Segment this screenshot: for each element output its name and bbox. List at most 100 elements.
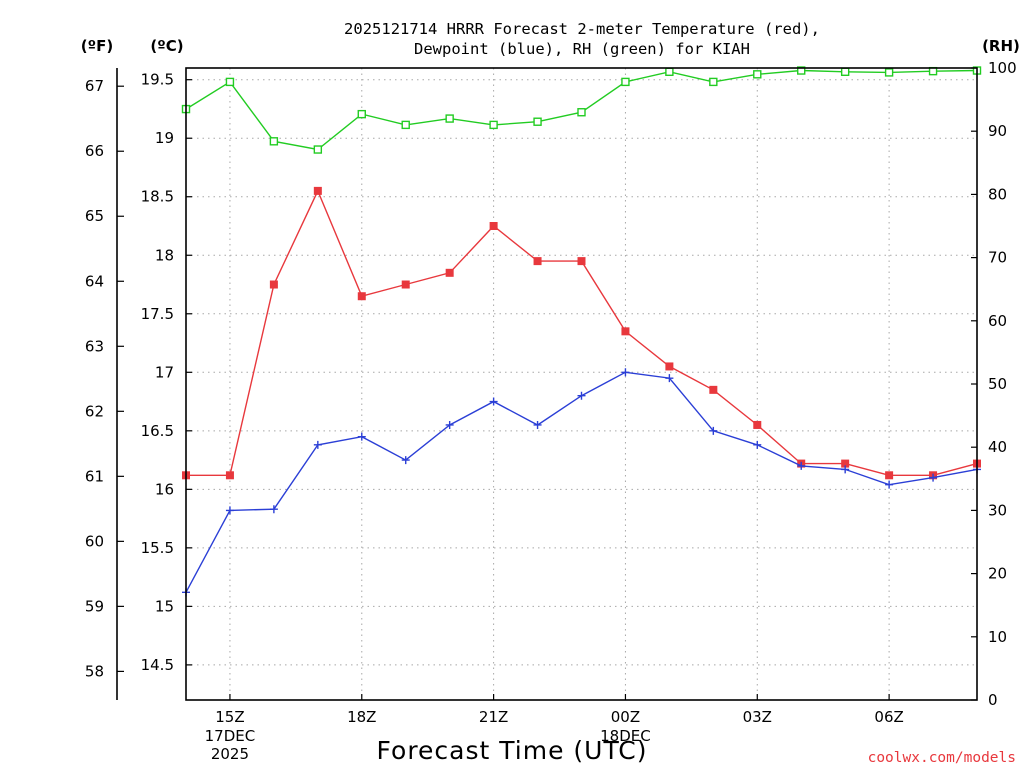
celsius-tick-label: 19: [155, 129, 174, 147]
celsius-tick-label: 14.5: [141, 656, 174, 674]
celsius-tick-label: 17.5: [141, 305, 174, 323]
dewpoint-point: [313, 440, 322, 449]
rh-tick-label: 80: [988, 185, 1007, 203]
fahrenheit-tick-label: 58: [85, 662, 104, 680]
temperature-point: [313, 186, 322, 195]
fahrenheit-tick-label: 63: [85, 337, 104, 355]
dewpoint-point: [577, 391, 586, 400]
fahrenheit-tick-label: 59: [85, 597, 104, 615]
series-layer: [181, 66, 982, 597]
fahrenheit-tick-label: 66: [85, 142, 104, 160]
dewpoint-point: [885, 480, 894, 489]
temperature-line: [186, 189, 978, 476]
fahrenheit-tick-label: 64: [85, 272, 104, 290]
celsius-tick-label: 17: [155, 363, 174, 381]
rh-axis: 0 10 20 30 40 50 60 70 80 90 100: [971, 59, 1017, 709]
fahrenheit-tick-label: 62: [85, 402, 104, 420]
rh-point: [709, 77, 718, 87]
rh-tick-label: 20: [988, 565, 1007, 583]
rh-tick-label: 0: [988, 691, 998, 709]
dewpoint-point: [841, 465, 850, 474]
rh-point: [313, 145, 323, 154]
celsius-tick-label: 15: [155, 597, 174, 615]
rh-tick-label: 40: [988, 438, 1007, 456]
dewpoint-point: [225, 506, 234, 515]
fahrenheit-unit-label: (ºF): [81, 37, 113, 55]
chart-title-line-1: 2025121714 HRRR Forecast 2-meter Tempera…: [344, 20, 820, 38]
credit-text: coolwx.com/models: [868, 750, 1016, 766]
fahrenheit-axis: 58 59 60 61 62 63 64 65 66 67: [85, 68, 124, 700]
x-tick-date-label: 17DEC: [205, 727, 256, 745]
temperature-point: [489, 222, 498, 230]
x-axis-title: Forecast Time (UTC): [377, 736, 648, 765]
temperature-point: [621, 327, 630, 336]
rh-tick-label: 10: [988, 628, 1007, 646]
x-tick-label: 03Z: [743, 708, 772, 726]
celsius-tick-label: 16.5: [141, 422, 174, 440]
dewpoint-point: [445, 420, 454, 429]
x-tick-label: 15Z: [215, 708, 244, 726]
temperature-point: [445, 268, 454, 277]
rh-point: [621, 77, 630, 87]
chart-title-line-2: Dewpoint (blue), RH (green) for KIAH: [414, 40, 750, 58]
rh-point: [225, 77, 235, 87]
x-tick-label: 21Z: [479, 708, 508, 726]
temperature-point: [753, 420, 762, 429]
dewpoint-point: [489, 397, 498, 406]
rh-point: [445, 114, 454, 123]
rh-tick-label: 50: [988, 375, 1007, 393]
dewpoint-point: [401, 456, 410, 465]
rh-point: [269, 137, 279, 146]
celsius-tick-label: 19.5: [141, 71, 174, 89]
plot-frame: [185, 67, 978, 701]
rh-point: [884, 68, 894, 77]
dewpoint-line: [185, 371, 978, 593]
rh-point: [753, 70, 762, 79]
rh-point: [797, 66, 806, 75]
rh-unit-label: (RH): [982, 37, 1020, 55]
celsius-tick-label: 18: [155, 246, 174, 264]
dewpoint-point: [709, 426, 718, 435]
celsius-unit-label: (ºC): [150, 37, 183, 55]
rh-point: [533, 117, 542, 126]
temperature-point: [665, 362, 674, 371]
dewpoint-point: [621, 368, 630, 377]
fahrenheit-tick-label: 65: [85, 207, 104, 225]
rh-point: [489, 120, 498, 130]
x-tick-year-label: 2025: [211, 745, 249, 763]
celsius-tick-label: 18.5: [141, 188, 174, 206]
dewpoint-point: [797, 461, 806, 470]
celsius-axis: 14.5 15 15.5 16 16.5 17 17.5 18 18.5 19 19.5: [141, 71, 192, 674]
dewpoint-point: [753, 440, 762, 449]
temperature-point: [709, 385, 718, 394]
x-tick-label: 00Z: [611, 708, 640, 726]
x-tick-date-label: 18DEC: [600, 727, 651, 745]
fahrenheit-tick-label: 61: [85, 467, 104, 485]
grid-lines: [186, 68, 977, 700]
rh-point: [840, 67, 850, 76]
dewpoint-point: [929, 473, 938, 482]
temperature-point: [401, 280, 410, 289]
celsius-tick-label: 16: [155, 480, 174, 498]
x-tick-label: 06Z: [874, 708, 903, 726]
rh-tick-label: 100: [988, 59, 1017, 77]
x-tick-label: 18Z: [347, 708, 376, 726]
fahrenheit-tick-label: 67: [85, 77, 104, 95]
dewpoint-point: [533, 420, 542, 429]
fahrenheit-tick-label: 60: [85, 532, 104, 550]
dewpoint-point: [269, 505, 278, 514]
rh-point: [357, 109, 366, 119]
temperature-point: [577, 257, 586, 266]
temperature-point: [269, 280, 278, 289]
rh-point: [577, 108, 586, 117]
rh-point: [401, 120, 410, 130]
temperature-point: [885, 471, 894, 480]
rh-point: [665, 67, 674, 76]
temperature-point: [533, 257, 542, 266]
celsius-tick-label: 15.5: [141, 539, 174, 557]
rh-tick-label: 30: [988, 501, 1007, 519]
temperature-point: [357, 292, 366, 301]
dewpoint-point: [665, 374, 674, 383]
